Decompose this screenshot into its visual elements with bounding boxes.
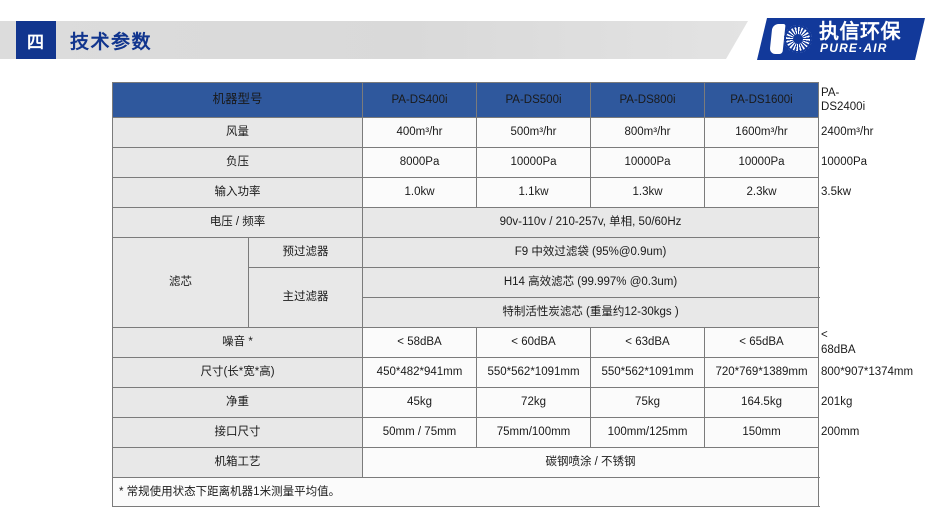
fan-p-icon	[769, 23, 817, 55]
cell-weight-2: 72kg	[476, 387, 592, 418]
cell-airflow-2: 500m³/hr	[476, 117, 592, 148]
cell-pressure-3: 10000Pa	[590, 147, 706, 178]
title-background-band	[0, 21, 748, 59]
cell-airflow-4: 1600m³/hr	[704, 117, 820, 148]
cell-noise-3: < 63dBA	[590, 327, 706, 358]
column-header-model: 机器型号	[111, 82, 364, 118]
row-label-noise: 噪音 *	[111, 327, 364, 358]
cell-port-3: 100mm/125mm	[590, 417, 706, 448]
cell-main-filter-hepa: H14 高效滤芯 (99.997% @0.3um)	[362, 267, 820, 298]
company-logo: 执信环保 PURE·AIR	[757, 18, 925, 60]
table-row: 滤芯 预过滤器 F9 中效过滤袋 (95%@0.9um)	[112, 237, 820, 328]
row-label-pre-filter: 预过滤器	[247, 237, 364, 268]
column-header-ds400i: PA-DS400i	[362, 82, 478, 118]
cell-port-4: 150mm	[704, 417, 820, 448]
cell-pressure-1: 8000Pa	[362, 147, 478, 178]
column-header-ds800i: PA-DS800i	[590, 82, 706, 118]
cell-power-3: 1.3kw	[590, 177, 706, 208]
cell-noise-4: < 65dBA	[704, 327, 820, 358]
cell-power-2: 1.1kw	[476, 177, 592, 208]
cell-dimensions-2: 550*562*1091mm	[476, 357, 592, 388]
row-label-net-weight: 净重	[111, 387, 364, 418]
table-row: 电压 / 频率 90v-110v / 210-257v, 单相, 50/60Hz	[111, 207, 820, 238]
row-label-port-size: 接口尺寸	[111, 417, 364, 448]
cell-cabinet-finish: 碳钢喷涂 / 不锈钢	[362, 447, 820, 478]
table-row: 接口尺寸 50mm / 75mm 75mm/100mm 100mm/125mm …	[111, 417, 859, 448]
table-row: 净重 45kg 72kg 75kg 164.5kg 201kg	[111, 387, 852, 418]
cell-weight-4: 164.5kg	[704, 387, 820, 418]
section-number-badge: 四	[16, 21, 56, 59]
cell-voltage-frequency: 90v-110v / 210-257v, 单相, 50/60Hz	[362, 207, 820, 238]
cell-main-filter-carbon: 特制活性炭滤芯 (重量约12-30kgs )	[362, 297, 820, 328]
row-label-input-power: 输入功率	[111, 177, 364, 208]
logo-chinese-name: 执信环保	[819, 19, 901, 43]
cell-port-2: 75mm/100mm	[476, 417, 592, 448]
cell-pre-filter: F9 中效过滤袋 (95%@0.9um)	[362, 237, 820, 268]
table-row: 负压 8000Pa 10000Pa 10000Pa 10000Pa 10000P…	[111, 147, 867, 178]
cell-dimensions-3: 550*562*1091mm	[590, 357, 706, 388]
cell-power-1: 1.0kw	[362, 177, 478, 208]
row-label-filter-group: 滤芯	[112, 237, 249, 328]
cell-dimensions-1: 450*482*941mm	[362, 357, 478, 388]
table-row: 输入功率 1.0kw 1.1kw 1.3kw 2.3kw 3.5kw	[111, 177, 851, 208]
cell-weight-3: 75kg	[590, 387, 706, 418]
cell-power-4: 2.3kw	[704, 177, 820, 208]
table-row: 尺寸(长*宽*高) 450*482*941mm 550*562*1091mm 5…	[111, 357, 913, 388]
spec-table-container: 机器型号 PA-DS400i PA-DS500i PA-DS800i PA-DS…	[111, 82, 913, 507]
table-footnote-row: * 常规使用状态下距离机器1米测量平均值。	[111, 477, 820, 507]
logo-english-name: PURE·AIR	[820, 41, 888, 55]
cell-noise-2: < 60dBA	[476, 327, 592, 358]
cell-airflow-3: 800m³/hr	[590, 117, 706, 148]
row-label-dimensions: 尺寸(长*宽*高)	[111, 357, 364, 388]
section-header-bar: 四 技术参数	[0, 21, 930, 59]
cell-dimensions-4: 720*769*1389mm	[704, 357, 820, 388]
footnote-text: * 常规使用状态下距离机器1米测量平均值。	[111, 477, 820, 507]
column-header-ds1600i: PA-DS1600i	[704, 82, 820, 118]
row-label-cabinet-finish: 机箱工艺	[111, 447, 364, 478]
cell-port-1: 50mm / 75mm	[362, 417, 478, 448]
table-row: 特制活性炭滤芯 (重量约12-30kgs )	[113, 297, 820, 328]
row-label-airflow: 风量	[111, 117, 364, 148]
logo-fan-circle	[784, 25, 812, 53]
table-row: 噪音 * < 58dBA < 60dBA < 63dBA < 65dBA < 6…	[111, 327, 856, 358]
table-row: 机箱工艺 碳钢喷涂 / 不锈钢	[111, 447, 820, 478]
cell-pressure-4: 10000Pa	[704, 147, 820, 178]
cell-airflow-1: 400m³/hr	[362, 117, 478, 148]
row-label-negative-pressure: 负压	[111, 147, 364, 178]
row-label-voltage-frequency: 电压 / 频率	[111, 207, 364, 238]
cell-pressure-2: 10000Pa	[476, 147, 592, 178]
table-row: 风量 400m³/hr 500m³/hr 800m³/hr 1600m³/hr …	[111, 117, 873, 148]
cell-weight-1: 45kg	[362, 387, 478, 418]
column-header-ds500i: PA-DS500i	[476, 82, 592, 118]
cell-noise-1: < 58dBA	[362, 327, 478, 358]
technical-specification-table: 机器型号 PA-DS400i PA-DS500i PA-DS800i PA-DS…	[111, 82, 913, 507]
table-header-row: 机器型号 PA-DS400i PA-DS500i PA-DS800i PA-DS…	[111, 82, 865, 118]
page-title: 技术参数	[70, 31, 153, 53]
row-label-main-filter: 主过滤器	[247, 267, 364, 328]
